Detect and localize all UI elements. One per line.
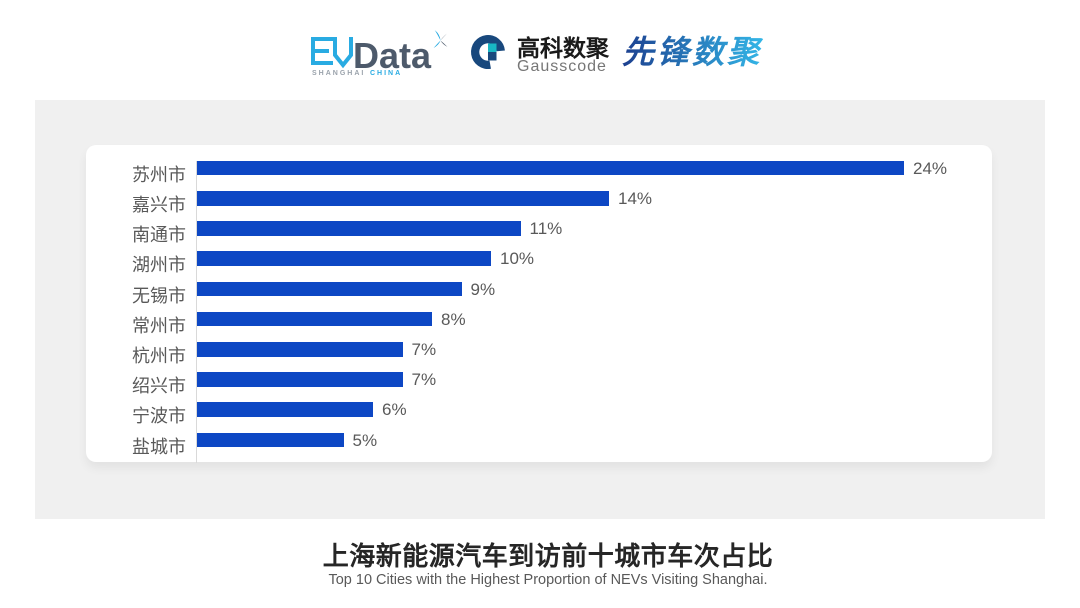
- svg-text:SHANGHAI: SHANGHAI: [312, 70, 365, 77]
- svg-text:Gausscode: Gausscode: [517, 58, 607, 75]
- svg-text:先锋数聚: 先锋数聚: [622, 34, 764, 70]
- svg-text:CHINA: CHINA: [370, 70, 402, 77]
